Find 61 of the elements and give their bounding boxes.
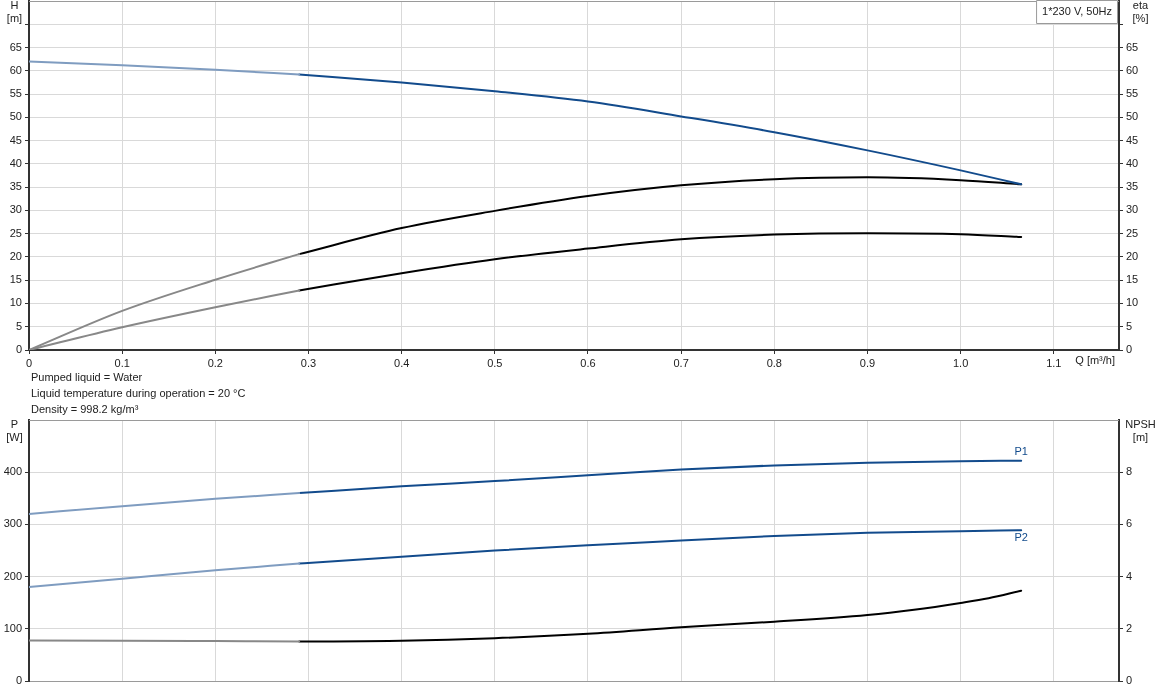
y-tick-label: 40 [9, 156, 22, 169]
y-tick-label: 25 [9, 226, 22, 239]
y-tick-label: 20 [9, 249, 22, 262]
y2-tick-label: 8 [1126, 465, 1133, 478]
y2-tick-label: 20 [1126, 249, 1139, 262]
y2-tick-label: 10 [1126, 296, 1139, 309]
y-tick-label: 200 [3, 569, 22, 582]
y-tick-label: 0 [15, 674, 22, 687]
y2-tick-label: 45 [1126, 133, 1139, 146]
y2-tick-label: 40 [1126, 156, 1139, 169]
x-tick-label: 0.6 [580, 356, 596, 369]
y2-tick-label: 60 [1126, 63, 1139, 76]
x-tick-label: 0.7 [673, 356, 689, 369]
y2-tick-label: 35 [1126, 180, 1139, 193]
y2-tick-label: 15 [1126, 273, 1139, 286]
y-tick-label: 35 [9, 180, 22, 193]
y2-tick-label: 2 [1126, 621, 1133, 634]
y-tick-label: 15 [9, 273, 22, 286]
x-tick-label: 0.9 [859, 356, 876, 369]
y-tick-label: 0 [15, 343, 22, 356]
series-label: P1 [1014, 445, 1028, 458]
x-tick-label: 0.1 [114, 356, 130, 369]
y2-tick-label: 25 [1126, 226, 1139, 239]
y2-axis-title: eta [%] [1132, 0, 1150, 25]
y-tick-label: 65 [9, 40, 22, 53]
x-tick-label: 0 [25, 356, 33, 369]
x-axis-title: Q [m³/h] [1075, 354, 1115, 367]
y-tick-label: 300 [3, 517, 22, 530]
y2-tick-label: 65 [1126, 40, 1139, 53]
series-label: P2 [1014, 530, 1028, 543]
x-tick-label: 0.2 [207, 356, 223, 369]
y-axis-title: P [W] [6, 418, 23, 444]
y2-tick-label: 30 [1126, 203, 1139, 216]
y2-axis-title: NPSH [m] [1125, 418, 1156, 444]
y2-tick-label: 50 [1126, 110, 1139, 123]
y2-tick-label: 6 [1126, 517, 1133, 530]
y-tick-label: 5 [15, 319, 22, 332]
y-tick-label: 45 [9, 133, 22, 146]
y-tick-label: 60 [9, 63, 22, 76]
y-tick-label: 400 [3, 465, 22, 478]
y-tick-label: 10 [9, 296, 22, 309]
text: Pumped liquid = Water [31, 371, 143, 384]
y2-tick-label: 5 [1126, 319, 1133, 332]
y-tick-label: 55 [9, 87, 22, 100]
x-tick-label: 0.5 [487, 356, 503, 369]
y-axis-title: H [m] [6, 0, 23, 25]
x-tick-label: 0.8 [766, 356, 782, 369]
annotation: 1*230 V, 50Hz [1042, 5, 1113, 18]
x-tick-label: 1.0 [952, 356, 969, 369]
x-tick-label: 1.1 [1046, 356, 1062, 369]
y-tick-label: 30 [9, 203, 22, 216]
x-tick-label: 0.4 [394, 356, 410, 369]
y2-tick-label: 4 [1126, 569, 1133, 582]
text: Density = 998.2 kg/m³ [31, 403, 139, 416]
x-tick-label: 0.3 [300, 356, 317, 369]
y2-tick-label: 0 [1126, 343, 1133, 356]
y-tick-label: 50 [9, 110, 22, 123]
text: Liquid temperature during operation = 20 °C [31, 387, 246, 400]
y2-tick-label: 55 [1126, 87, 1139, 100]
y2-tick-label: 0 [1126, 674, 1133, 687]
y-tick-label: 100 [3, 621, 22, 634]
